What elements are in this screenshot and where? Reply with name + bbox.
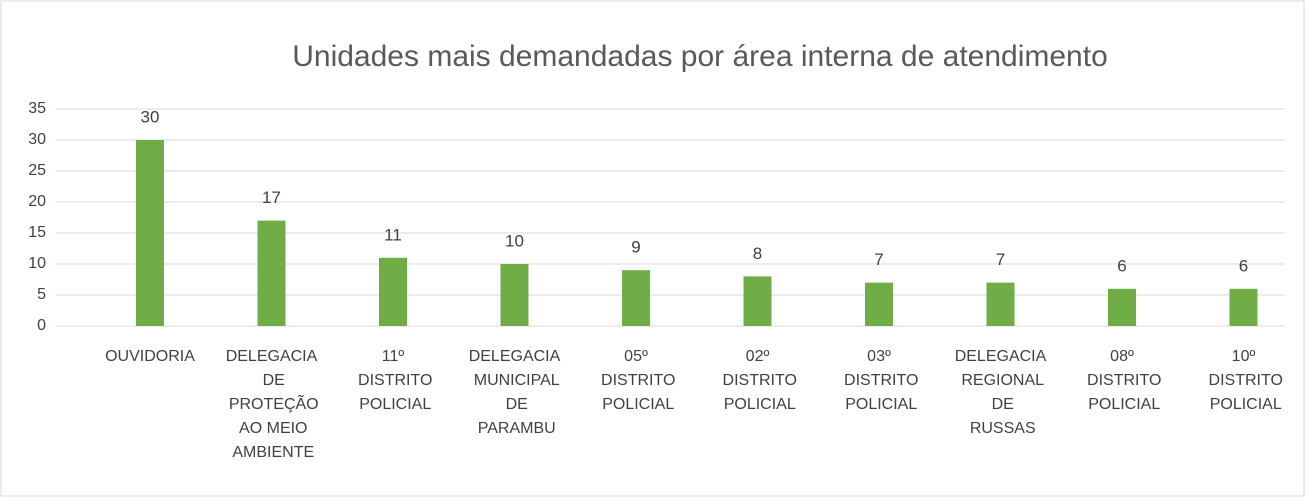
value-label: 17 <box>262 188 281 207</box>
bar <box>379 257 407 326</box>
bar <box>986 282 1015 326</box>
y-tick-label: 10 <box>28 255 46 272</box>
x-tick-label: 02º DISTRITO POLICIAL <box>718 348 797 413</box>
y-tick-label: 30 <box>28 131 46 148</box>
y-tick-label: 25 <box>28 162 46 179</box>
bar <box>136 140 164 326</box>
chart-title: Unidades mais demandadas por área intern… <box>292 40 1108 73</box>
bar <box>257 220 286 326</box>
bar <box>1229 288 1258 326</box>
value-label: 10 <box>505 231 524 250</box>
x-tick-label: DELEGACIA REGIONAL DE RUSSAS <box>955 348 1047 437</box>
x-tick-label: 05º DISTRITO POLICIAL <box>597 348 676 413</box>
y-tick-label: 20 <box>28 193 46 210</box>
bar <box>865 282 893 326</box>
bar <box>622 270 650 326</box>
x-tick-label: OUVIDORIA <box>105 348 195 365</box>
value-label: 30 <box>141 107 160 126</box>
x-tick-label: DELEGACIA DE PROTEÇÃO AO MEIO AMBIENTE <box>224 348 318 461</box>
bar <box>1108 288 1136 326</box>
x-tick-label: 11º DISTRITO POLICIAL <box>354 348 433 413</box>
value-label: 6 <box>1239 256 1248 275</box>
y-tick-label: 0 <box>37 317 46 334</box>
y-tick-label: 5 <box>37 286 46 303</box>
y-tick-label: 15 <box>28 224 46 241</box>
value-label: 7 <box>996 250 1005 269</box>
value-label: 11 <box>384 225 402 244</box>
value-label: 6 <box>1117 256 1126 275</box>
x-tick-label: DELEGACIA MUNICIPAL DE PARAMBU <box>469 348 561 437</box>
value-label: 9 <box>631 238 640 257</box>
x-tick-label: 03º DISTRITO POLICIAL <box>840 348 919 413</box>
value-label: 8 <box>753 244 762 263</box>
bar <box>743 276 772 326</box>
x-tick-label: 08º DISTRITO POLICIAL <box>1083 348 1162 413</box>
y-tick-label: 35 <box>28 100 46 117</box>
bar <box>500 264 529 326</box>
x-tick-label: 10º DISTRITO POLICIAL <box>1204 348 1283 413</box>
value-label: 7 <box>874 250 883 269</box>
